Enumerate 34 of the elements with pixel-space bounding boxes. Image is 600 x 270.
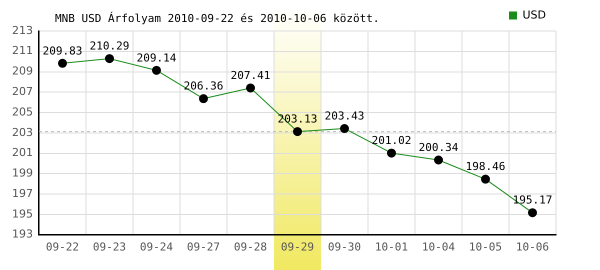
data-label: 210.29 — [90, 40, 130, 53]
x-tick-label: 09-22 — [46, 240, 80, 254]
y-tick-label: 193 — [12, 228, 33, 241]
data-label: 209.14 — [136, 51, 177, 64]
data-label: 203.43 — [324, 110, 364, 123]
y-tick-label: 199 — [12, 166, 33, 180]
data-label: 198.46 — [466, 160, 506, 174]
x-tick-label: 10-05 — [468, 240, 502, 254]
data-label: 209.83 — [42, 44, 82, 58]
data-label: 207.41 — [230, 68, 270, 82]
y-tick-label: 213 — [12, 24, 33, 37]
chart-title: MNB USD Árfolyam 2010-09-22 és 2010-10-06 között. — [55, 11, 380, 25]
x-tick-label: 09-28 — [234, 240, 268, 254]
data-label: 195.17 — [512, 194, 552, 207]
legend-label: USD — [522, 8, 546, 22]
y-tick-label: 209 — [12, 64, 33, 78]
y-tick-label: 211 — [12, 44, 33, 58]
y-tick-label: 201 — [12, 146, 33, 160]
y-tick-label: 205 — [12, 105, 33, 118]
data-label: 200.34 — [418, 141, 459, 154]
y-tick-label: 195 — [12, 207, 33, 220]
y-tick-label: 207 — [12, 85, 33, 98]
x-tick-label: 09-27 — [186, 240, 220, 254]
x-tick-label: 10-06 — [516, 240, 550, 254]
data-label: 206.36 — [184, 80, 224, 93]
x-tick-label: 10-04 — [422, 240, 456, 254]
data-label: 201.02 — [372, 134, 412, 148]
x-tick-label: 09-29 — [280, 240, 314, 254]
x-tick-label: 09-23 — [92, 240, 126, 254]
x-tick-label: 09-24 — [140, 240, 174, 254]
y-tick-label: 203 — [12, 126, 33, 139]
x-tick-label: 09-30 — [328, 240, 362, 254]
x-tick-label: 10-01 — [374, 240, 408, 254]
y-tick-label: 197 — [12, 186, 33, 200]
